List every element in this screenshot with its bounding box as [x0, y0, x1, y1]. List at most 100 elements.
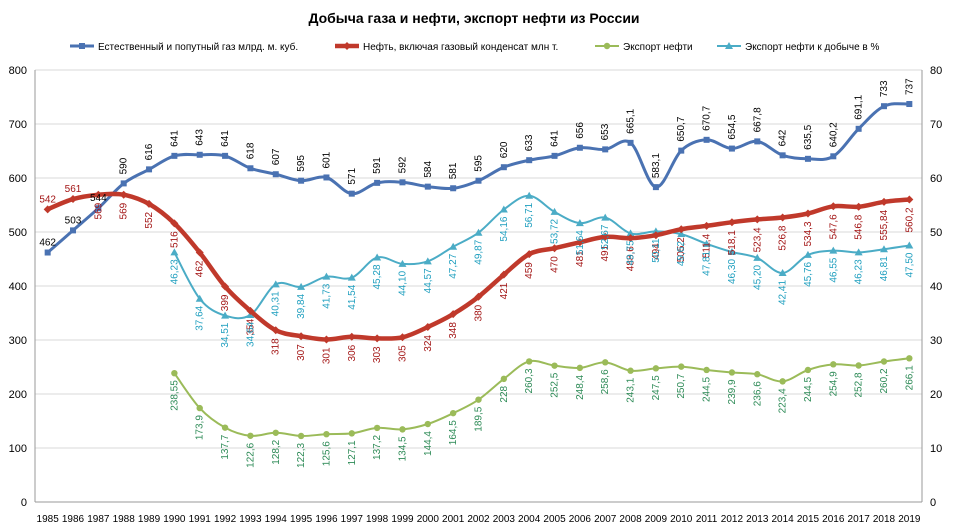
x-tick-label: 2010 [670, 514, 693, 525]
data-point [247, 432, 254, 439]
data-label: 223,4 [778, 388, 789, 413]
data-label: 46,23 [854, 259, 865, 284]
x-tick-label: 2008 [619, 514, 642, 525]
data-label: 620 [499, 141, 510, 158]
data-label: 47,50 [904, 252, 915, 277]
data-label: 324 [423, 335, 434, 352]
data-label: 54,16 [499, 216, 510, 241]
data-label: 248,4 [575, 374, 586, 399]
data-label: 348 [448, 322, 459, 339]
series-1 [44, 101, 913, 256]
data-label: 37,64 [195, 305, 206, 330]
data-label: 560,2 [904, 207, 915, 232]
data-point [43, 205, 52, 214]
data-label: 243,1 [626, 377, 637, 402]
data-label: 244,5 [702, 377, 713, 402]
data-point [94, 190, 103, 199]
y-left-tick-label: 500 [9, 227, 27, 239]
data-label: 494 [651, 243, 662, 260]
data-label: 380 [474, 304, 485, 321]
data-point [626, 234, 635, 243]
data-point [424, 420, 432, 428]
data-label: 50,11 [651, 238, 662, 263]
data-point [271, 326, 280, 335]
x-tick-label: 2009 [645, 514, 668, 525]
data-point [246, 306, 255, 315]
x-tick-label: 2005 [543, 514, 566, 525]
data-point [526, 157, 533, 164]
x-tick-label: 2017 [848, 514, 871, 525]
x-tick-label: 2006 [569, 514, 592, 525]
data-label: 601 [321, 151, 332, 168]
data-label: 641 [550, 130, 561, 147]
data-point [702, 239, 711, 247]
data-point [499, 205, 508, 213]
data-point [398, 259, 407, 267]
data-label: 470 [550, 256, 561, 273]
data-point [373, 334, 382, 343]
data-point [803, 209, 812, 218]
data-point [753, 253, 762, 261]
data-label: 137,7 [220, 434, 231, 459]
data-label: 34,64 [245, 322, 256, 347]
data-label: 616 [144, 143, 155, 160]
data-point [297, 432, 305, 440]
legend-item: Экспорт нефти [595, 41, 693, 53]
data-label: 305 [397, 345, 408, 362]
data-point [602, 146, 609, 153]
x-tick-label: 2018 [873, 514, 896, 525]
data-point [703, 136, 710, 143]
data-label: 236,6 [752, 381, 763, 406]
data-point [804, 155, 811, 162]
data-label: 462 [195, 260, 206, 277]
data-point [602, 359, 609, 366]
data-point [677, 230, 686, 238]
data-label: 635,5 [803, 124, 814, 149]
y-right-tick-label: 40 [930, 281, 942, 293]
data-label: 260,2 [879, 368, 890, 393]
data-point [703, 366, 710, 374]
data-point [905, 195, 914, 204]
data-label: 301 [321, 347, 332, 364]
data-point [778, 268, 787, 276]
y-left-tick-label: 400 [9, 281, 27, 293]
data-point [830, 153, 837, 160]
data-label: 650,7 [676, 116, 687, 141]
data-label: 41,54 [347, 284, 358, 309]
y-left-tick-label: 100 [9, 443, 27, 455]
legend-label: Естественный и попутный газ млрд. м. куб… [98, 41, 298, 53]
data-point [728, 145, 735, 152]
y-right-tick-label: 20 [930, 389, 942, 401]
data-label: 250,7 [676, 373, 687, 398]
data-point [905, 241, 914, 249]
data-point [221, 282, 230, 291]
data-label: 318 [271, 338, 282, 355]
data-point [272, 171, 279, 178]
data-label: 34,51 [220, 322, 231, 347]
data-label: 228 [499, 385, 510, 402]
data-label: 569 [93, 202, 104, 219]
x-tick-label: 1999 [391, 514, 414, 525]
data-label: 481 [575, 250, 586, 267]
data-label: 641 [220, 130, 231, 147]
y-left-tick-label: 800 [9, 65, 27, 77]
data-label: 44,57 [423, 268, 434, 293]
x-tick-label: 2004 [518, 514, 541, 525]
data-point [474, 292, 483, 301]
data-point [754, 371, 761, 378]
data-label: 46,30 [727, 259, 738, 284]
data-label: 542 [39, 194, 56, 205]
legend-label: Нефть, включая газовый конденсат млн т. [363, 41, 558, 53]
y-left-tick-label: 600 [9, 173, 27, 185]
data-label: 173,9 [195, 415, 206, 440]
data-point [171, 369, 178, 377]
data-point [652, 184, 659, 191]
data-point [146, 166, 153, 173]
data-point [627, 139, 634, 146]
x-tick-label: 2000 [417, 514, 440, 525]
data-label: 643 [195, 129, 206, 146]
data-point [347, 273, 356, 281]
legend-label: Экспорт нефти [623, 41, 693, 53]
grid [35, 69, 922, 503]
